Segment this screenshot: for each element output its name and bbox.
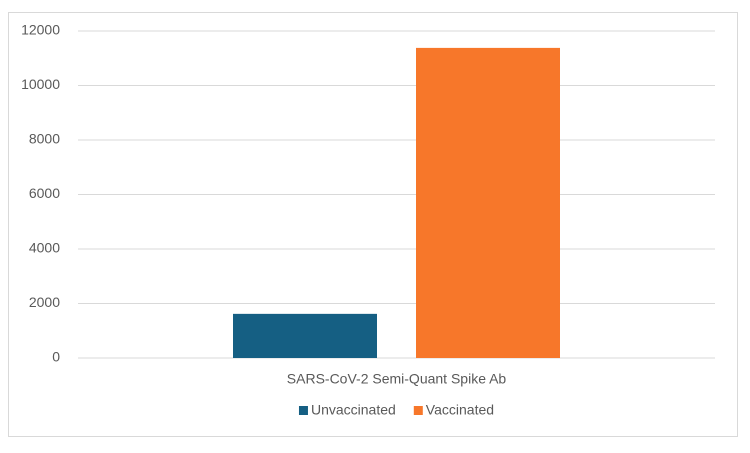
y-tick-label: 2000 xyxy=(29,294,60,310)
y-tick-label: 6000 xyxy=(29,185,60,201)
chart-border xyxy=(8,12,738,437)
y-tick-label: 4000 xyxy=(29,240,60,256)
legend-swatch xyxy=(298,406,308,415)
x-tick-label: SARS-CoV-2 Semi-Quant Spike Ab xyxy=(287,371,507,387)
y-tick-label: 8000 xyxy=(29,131,60,147)
y-tick-label: 10000 xyxy=(21,76,60,92)
bar xyxy=(416,47,560,359)
legend-swatch xyxy=(413,406,423,415)
bar xyxy=(233,313,377,358)
legend-label: Vaccinated xyxy=(426,402,494,418)
y-tick-label: 12000 xyxy=(21,22,60,38)
y-tick-label: 0 xyxy=(52,349,60,365)
legend-label: Unvaccinated xyxy=(311,402,396,418)
